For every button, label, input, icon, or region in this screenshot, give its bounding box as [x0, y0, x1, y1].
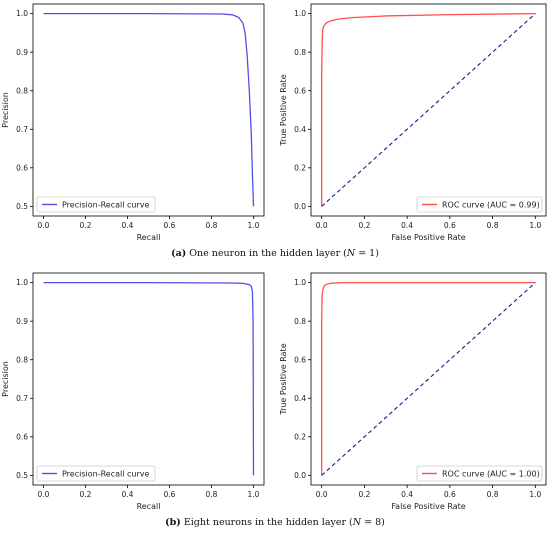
x-tick-label-1-3: 0.6: [444, 221, 456, 230]
y-tick-label-1-3: 0.6: [294, 86, 306, 95]
series-line-2-0: [43, 281, 255, 476]
x-tick-label-3-2: 0.4: [401, 490, 413, 499]
caption-a-rest: = 1): [355, 248, 379, 259]
caption-b-letter: (b): [165, 517, 181, 528]
x-tick-label-2-5: 1.0: [248, 490, 260, 499]
legend-2: Precision-Recall curve: [36, 465, 156, 482]
x-tick-label-3-5: 1.0: [529, 490, 541, 499]
legend-1: ROC curve (AUC = 0.99): [416, 196, 543, 213]
chart-1: 0.0 0.2 0.4 0.6 0.8 1.0 0.0 0.2 0.4 0.6 0.8 1.0 Fals…: [279, 3, 547, 242]
x-tick-label-1-5: 1.0: [529, 221, 541, 230]
x-tick-label-3-0: 0.0: [316, 490, 328, 499]
y-tick-label-1-2: 0.4: [294, 125, 306, 134]
y-tick-label-2-4: 0.9: [16, 317, 28, 326]
x-axis-label-1: False Positive Rate: [391, 233, 465, 242]
diagonal-reference-line-3-1: [321, 282, 536, 476]
caption-b-rest: = 8): [361, 517, 385, 528]
caption-b-var: N: [352, 517, 362, 528]
x-tick-label-2-4: 0.8: [206, 490, 218, 499]
y-tick-label-2-2: 0.7: [16, 394, 28, 403]
y-tick-label-3-0: 0.0: [294, 471, 306, 480]
x-tick-label-2-3: 0.6: [164, 490, 176, 499]
x-tick-label-1-0: 0.0: [316, 221, 328, 230]
x-tick-label-3-3: 0.6: [444, 490, 456, 499]
legend-box-2: [36, 465, 156, 482]
y-axis-label-0: Precision: [1, 92, 10, 128]
x-axis-label-3: False Positive Rate: [391, 502, 465, 511]
x-tick-label-0-3: 0.6: [164, 221, 176, 230]
caption-b: (b) Eight neurons in the hidden layer (N…: [165, 517, 385, 528]
series-line-3-0: [321, 281, 536, 476]
legend-0: Precision-Recall curve: [36, 196, 156, 213]
y-tick-label-1-4: 0.8: [294, 48, 306, 57]
legend-label-0: Precision-Recall curve: [62, 200, 149, 209]
x-tick-label-1-2: 0.4: [401, 221, 413, 230]
chart-3: 0.0 0.2 0.4 0.6 0.8 1.0 0.0 0.2 0.4 0.6 0.8 1.0 Fals…: [279, 272, 547, 511]
y-tick-label-3-5: 1.0: [294, 278, 306, 287]
caption-a-letter: (a): [171, 248, 186, 259]
axes-frame-1: [310, 3, 547, 217]
x-tick-label-1-1: 0.2: [358, 221, 370, 230]
chart-0: 0.0 0.2 0.4 0.6 0.8 1.0 0.5 0.6 0.7 0.8 0.9 1.0 Reca…: [1, 3, 265, 242]
x-tick-label-3-4: 0.8: [487, 490, 499, 499]
x-tick-label-3-1: 0.2: [358, 490, 370, 499]
x-axis-label-0: Recall: [137, 233, 161, 242]
caption-a: (a) One neuron in the hidden layer (N = …: [171, 248, 379, 259]
legend-label-3: ROC curve (AUC = 1.00): [442, 469, 540, 478]
y-axis-label-1: True Positive Rate: [279, 74, 288, 146]
legend-box-3: [416, 465, 543, 482]
y-tick-label-1-0: 0.0: [294, 202, 306, 211]
series-line-1-0: [321, 12, 536, 207]
legend-box-0: [36, 196, 156, 213]
series-line-0-0: [43, 12, 255, 207]
legend-label-1: ROC curve (AUC = 0.99): [442, 200, 540, 209]
x-tick-label-0-5: 1.0: [248, 221, 260, 230]
y-tick-label-0-2: 0.7: [16, 125, 28, 134]
y-tick-label-1-5: 1.0: [294, 9, 306, 18]
x-tick-label-0-2: 0.4: [122, 221, 134, 230]
legend-3: ROC curve (AUC = 1.00): [416, 465, 543, 482]
x-tick-label-0-0: 0.0: [38, 221, 50, 230]
caption-a-text: One neuron in the hidden layer (: [186, 248, 347, 259]
legend-box-1: [416, 196, 543, 213]
y-tick-label-3-4: 0.8: [294, 317, 306, 326]
y-tick-label-1-1: 0.2: [294, 163, 306, 172]
y-axis-label-2: Precision: [1, 361, 10, 397]
axes-frame-2: [32, 272, 265, 486]
chart-2: 0.0 0.2 0.4 0.6 0.8 1.0 0.5 0.6 0.7 0.8 0.9 1.0 Reca…: [1, 272, 265, 511]
y-tick-label-3-3: 0.6: [294, 355, 306, 364]
y-tick-label-0-4: 0.9: [16, 48, 28, 57]
caption-b-text: Eight neurons in the hidden layer (: [181, 517, 353, 528]
x-tick-label-2-2: 0.4: [122, 490, 134, 499]
y-tick-label-0-5: 1.0: [16, 9, 28, 18]
y-tick-label-0-1: 0.6: [16, 163, 28, 172]
y-tick-label-3-1: 0.2: [294, 432, 306, 441]
legend-label-2: Precision-Recall curve: [62, 469, 149, 478]
y-tick-label-0-0: 0.5: [16, 202, 28, 211]
y-axis-label-3: True Positive Rate: [279, 343, 288, 415]
axes-frame-0: [32, 3, 265, 217]
axes-frame-3: [310, 272, 547, 486]
y-tick-label-2-0: 0.5: [16, 471, 28, 480]
y-tick-label-2-1: 0.6: [16, 432, 28, 441]
x-tick-label-2-1: 0.2: [80, 490, 92, 499]
y-tick-label-2-3: 0.8: [16, 355, 28, 364]
y-tick-label-3-2: 0.4: [294, 394, 306, 403]
caption-a-var: N: [346, 248, 356, 259]
diagonal-reference-line-1-1: [321, 13, 536, 207]
x-tick-label-0-4: 0.8: [206, 221, 218, 230]
x-axis-label-2: Recall: [137, 502, 161, 511]
x-tick-label-0-1: 0.2: [80, 221, 92, 230]
x-tick-label-2-0: 0.0: [38, 490, 50, 499]
y-tick-label-0-3: 0.8: [16, 86, 28, 95]
x-tick-label-1-4: 0.8: [487, 221, 499, 230]
y-tick-label-2-5: 1.0: [16, 278, 28, 287]
